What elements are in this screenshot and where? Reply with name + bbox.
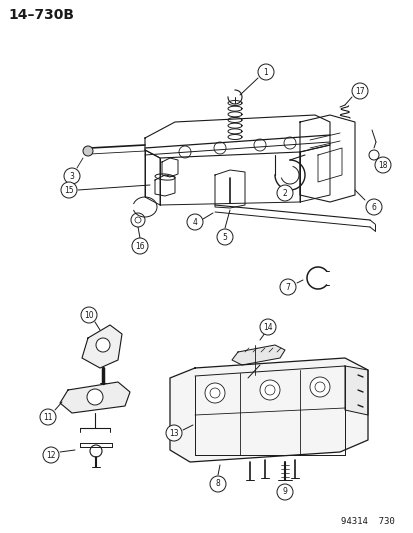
Circle shape <box>279 279 295 295</box>
Text: 6: 6 <box>370 203 375 212</box>
Circle shape <box>187 214 202 230</box>
Text: 9: 9 <box>282 488 287 497</box>
Polygon shape <box>231 345 284 365</box>
Circle shape <box>259 380 279 400</box>
Circle shape <box>216 229 233 245</box>
Circle shape <box>43 447 59 463</box>
Text: 4: 4 <box>192 217 197 227</box>
Polygon shape <box>82 325 122 368</box>
Circle shape <box>259 319 275 335</box>
Circle shape <box>87 389 103 405</box>
Circle shape <box>81 307 97 323</box>
Text: 10: 10 <box>84 311 94 319</box>
Polygon shape <box>344 366 367 415</box>
Circle shape <box>209 476 225 492</box>
Circle shape <box>276 185 292 201</box>
Text: 5: 5 <box>222 232 227 241</box>
Circle shape <box>276 484 292 500</box>
Circle shape <box>64 168 80 184</box>
Polygon shape <box>60 382 130 413</box>
Text: 1: 1 <box>263 68 268 77</box>
Text: 7: 7 <box>285 282 290 292</box>
Circle shape <box>257 64 273 80</box>
Circle shape <box>309 377 329 397</box>
Circle shape <box>365 199 381 215</box>
Circle shape <box>40 409 56 425</box>
Text: 17: 17 <box>354 86 364 95</box>
Text: 3: 3 <box>69 172 74 181</box>
Text: 14–730B: 14–730B <box>8 8 74 22</box>
Text: 13: 13 <box>169 429 178 438</box>
Text: 94314  730: 94314 730 <box>340 518 394 527</box>
Circle shape <box>83 146 93 156</box>
Circle shape <box>61 182 77 198</box>
Circle shape <box>351 83 367 99</box>
Text: 2: 2 <box>282 189 287 198</box>
Circle shape <box>96 338 110 352</box>
Polygon shape <box>170 358 367 462</box>
Text: 12: 12 <box>46 450 56 459</box>
Text: 18: 18 <box>377 160 387 169</box>
Text: 16: 16 <box>135 241 145 251</box>
Circle shape <box>166 425 182 441</box>
Circle shape <box>204 383 224 403</box>
Text: 14: 14 <box>263 322 272 332</box>
Circle shape <box>374 157 390 173</box>
Circle shape <box>132 238 147 254</box>
Text: 8: 8 <box>215 480 220 489</box>
Text: 11: 11 <box>43 413 52 422</box>
Text: 15: 15 <box>64 185 74 195</box>
